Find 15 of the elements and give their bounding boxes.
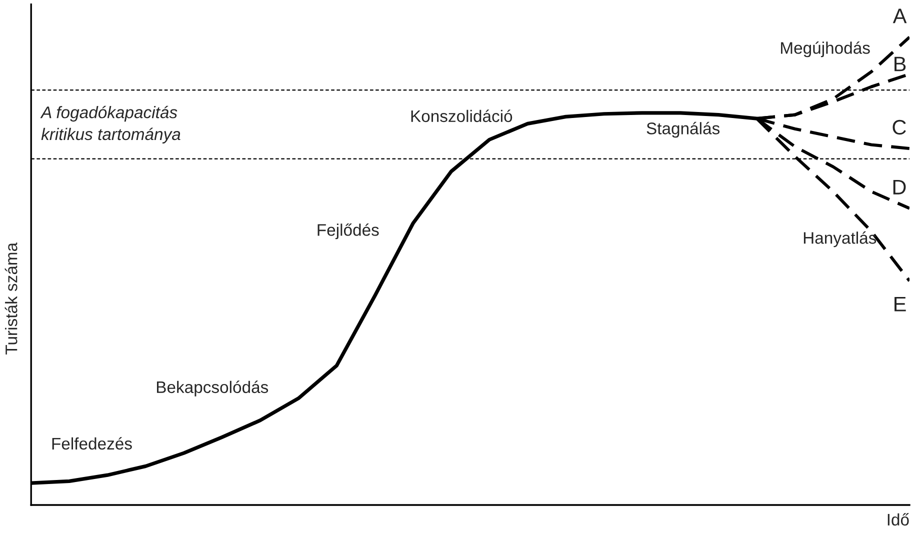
annotation: Konszolidáció [411,110,512,122]
annotation: Bekapcsolódás [156,380,268,396]
annotation: Stagnálás [646,122,720,138]
series-label: E [894,296,906,312]
series-label: C [892,120,906,135]
series-label: A [892,8,907,24]
annotation: Fejlődés [318,223,379,240]
series-label: B [894,56,906,72]
y-axis-title: Turisták száma [4,242,18,354]
annotation: Megújhodás [781,41,870,58]
series-label: D [893,180,906,194]
x-axis-title: Idő [888,513,909,526]
annotation: Hanyatlás [804,231,876,248]
annotation: A fogadókapacitás kritikus tartománya [40,106,180,144]
annotation: Felfedezés [52,437,132,450]
